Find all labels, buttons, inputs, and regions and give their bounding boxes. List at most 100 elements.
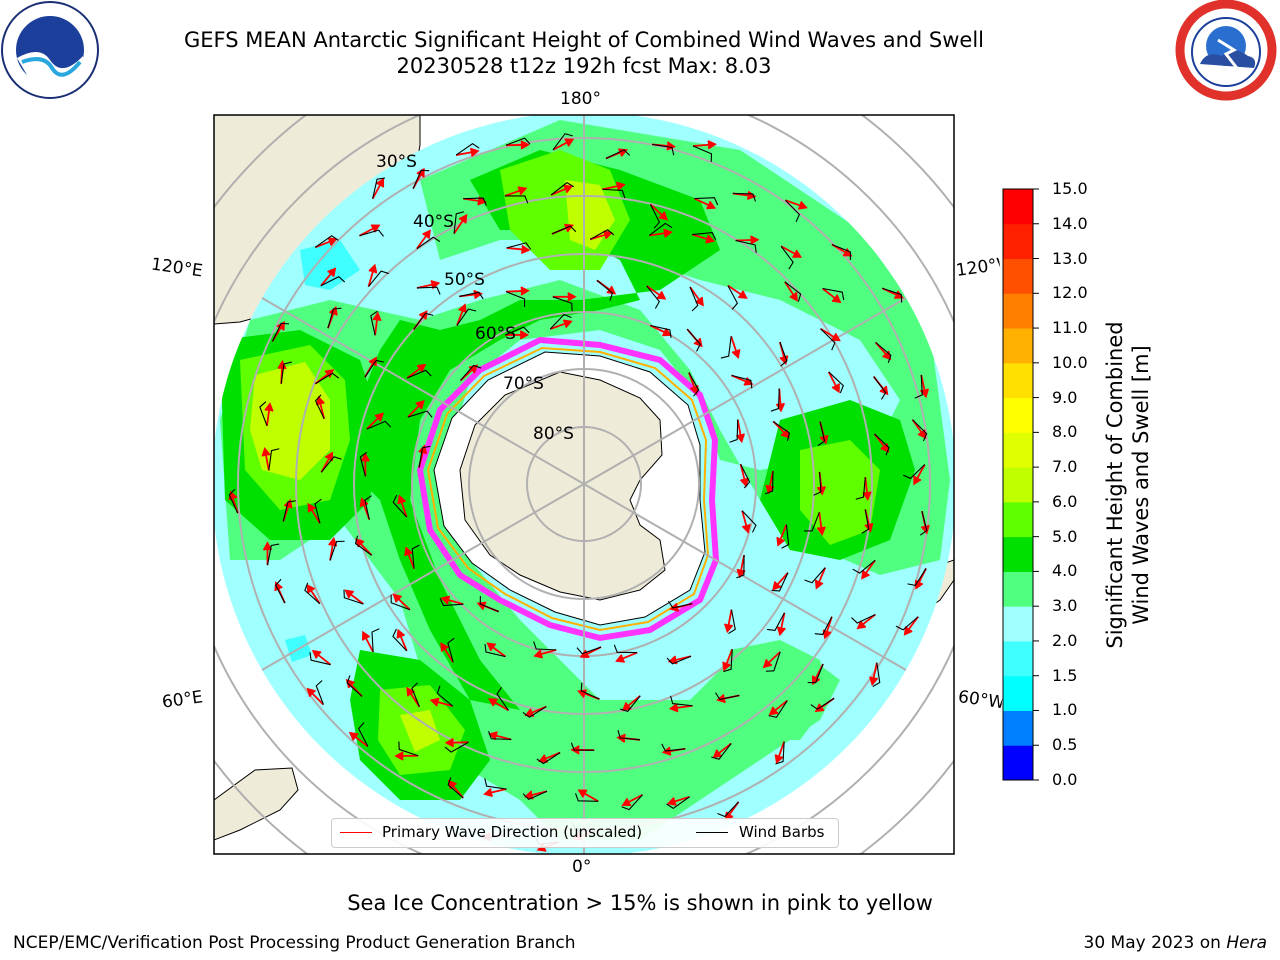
map-frame: [213, 114, 955, 855]
wind-barb: [364, 359, 385, 378]
wind-barb: [268, 448, 280, 471]
wave-direction-arrow: [772, 572, 789, 591]
wind-barbs: [228, 133, 928, 845]
wave-direction-arrow: [776, 524, 788, 547]
wind-barb: [895, 616, 919, 631]
wave-direction-arrow: [712, 742, 732, 759]
wind-barb: [813, 471, 822, 496]
map-title: GEFS MEAN Antarctic Significant Height o…: [183, 28, 985, 52]
wind-barb: [407, 369, 432, 379]
wave-direction-arrow: [762, 651, 781, 669]
wind-barb: [506, 242, 532, 250]
wind-barb: [484, 778, 507, 790]
wave-direction-arrow: [727, 284, 748, 299]
wave-direction-arrow: [913, 464, 926, 486]
wave-direction-arrow: [856, 613, 876, 630]
colorbar-tick-label: 3.0: [1052, 596, 1078, 616]
wind-barb: [574, 793, 599, 802]
wind-barb: [780, 245, 794, 270]
wave-direction-arrow: [869, 662, 879, 687]
legend-primary-wave: Primary Wave Direction (unscaled): [382, 823, 643, 841]
wind-barb: [359, 451, 368, 477]
colorbar-segment: [1003, 606, 1033, 642]
wind-barb: [304, 582, 321, 605]
colorbar-segment: [1003, 640, 1033, 677]
graticule: [237, 115, 931, 854]
wind-barb: [536, 752, 561, 765]
wind-barb: [315, 680, 324, 705]
wind-barb: [804, 567, 826, 584]
colorbar-frame: [1002, 188, 1034, 781]
wave-direction-arrow: [416, 229, 431, 250]
wind-barb: [666, 655, 692, 665]
wind-barb: [418, 445, 431, 468]
wave-direction-arrow: [780, 245, 803, 258]
wave-direction-arrow: [730, 336, 741, 359]
wind-barb: [820, 328, 836, 351]
wind-barb: [580, 682, 600, 700]
footer-date: 30 May 2023 on Hera: [1084, 933, 1268, 953]
wind-barb: [817, 421, 826, 447]
latitude-label-40s: 40°S: [413, 212, 454, 232]
wave-direction-arrow: [396, 628, 408, 652]
wind-barb: [666, 796, 690, 810]
colorbar-segment: [1003, 397, 1033, 433]
wind-barb: [861, 509, 870, 534]
wave-direction-arrow: [307, 502, 321, 524]
wind-barb: [736, 555, 745, 579]
latitude-label-80s: 80°S: [533, 424, 574, 444]
wind-barb: [411, 544, 420, 569]
colorbar-tick-label: 6.0: [1052, 491, 1078, 511]
wind-barb: [728, 609, 736, 635]
wind-barb: [872, 662, 881, 687]
colorbar: [1002, 188, 1039, 781]
wave-direction-arrow: [816, 512, 826, 536]
wind-barb: [416, 236, 441, 250]
noaa-logo: [1, 1, 99, 99]
wave-direction-arrow: [862, 477, 872, 501]
wind-barb: [282, 500, 296, 522]
wind-barb: [765, 651, 781, 672]
colorbar-tick-label: 1.5: [1052, 665, 1078, 685]
wind-barb: [828, 371, 844, 394]
wind-barb: [496, 687, 509, 711]
wind-barb: [727, 285, 739, 310]
wave-direction-arrow: [550, 184, 574, 196]
wind-barb: [670, 695, 693, 707]
wind-barb: [314, 394, 325, 420]
wind-barb: [912, 419, 928, 442]
wind-barb: [652, 143, 675, 156]
wind-barb: [354, 535, 373, 556]
wave-direction-arrow: [306, 687, 325, 706]
colorbar-label-line2: Wind Waves and Swell [m]: [1129, 345, 1153, 625]
latitude-label-30s: 30°S: [376, 152, 417, 172]
wave-direction-arrow: [552, 138, 575, 151]
wave-direction-arrow: [505, 330, 530, 340]
colorbar-tick-label: 8.0: [1052, 422, 1078, 442]
wave-direction-arrow: [722, 648, 734, 672]
wave-direction-arrow: [768, 699, 788, 716]
wind-barb: [907, 568, 927, 586]
wave-direction-arrow: [344, 589, 364, 605]
wave-direction-arrow: [814, 567, 827, 590]
wind-barb: [740, 463, 751, 489]
nws-logo: [1175, 0, 1277, 101]
colorbar-tick-label: 1.0: [1052, 700, 1078, 720]
wave-direction-arrow: [689, 286, 704, 307]
wind-barb: [822, 287, 845, 301]
wind-barb: [259, 401, 268, 426]
footer-credit: NCEP/EMC/Verification Post Processing Pr…: [13, 933, 576, 953]
wind-barb: [619, 695, 641, 713]
wind-barb: [550, 181, 575, 196]
wind-barb: [731, 374, 753, 389]
colorbar-segment: [1003, 571, 1033, 607]
wave-direction-arrow: [444, 738, 469, 748]
wind-barb: [390, 594, 411, 611]
wave-direction-arrow: [361, 630, 374, 653]
wind-barb: [456, 308, 477, 326]
sea-ice-caption: Sea Ice Concentration > 15% is shown in …: [347, 891, 933, 915]
wind-barb: [416, 286, 441, 295]
wave-direction-arrow: [360, 452, 370, 477]
wind-barb: [770, 388, 780, 412]
